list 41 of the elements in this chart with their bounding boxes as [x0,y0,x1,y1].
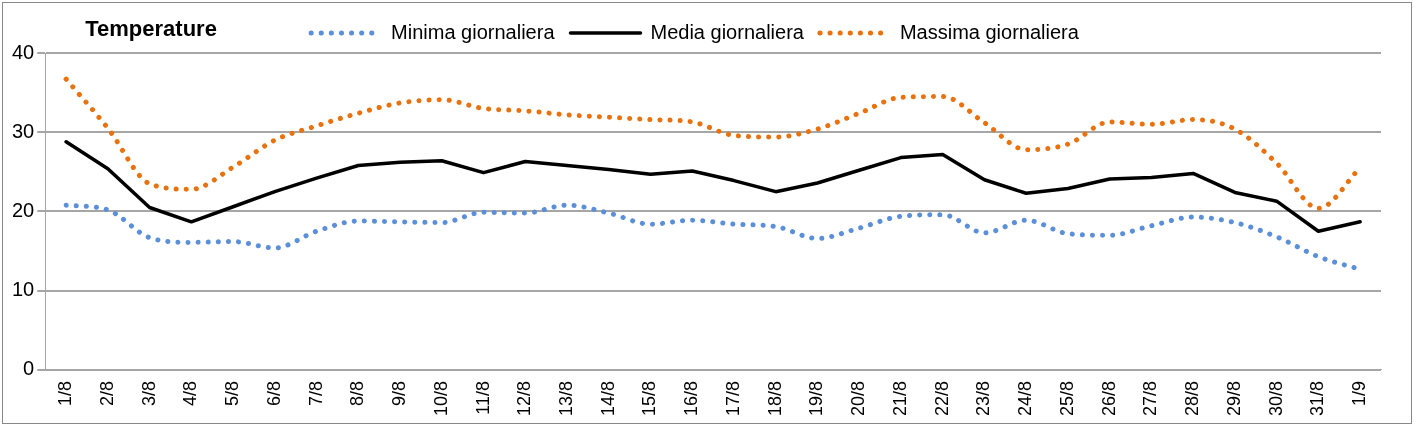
x-tick-label: 30/8 [1265,380,1286,417]
legend-label: Minima giornaliera [391,20,556,43]
x-tick-label: 25/8 [1056,380,1077,417]
x-tick-label: 27/8 [1140,380,1161,417]
x-tick-label: 6/8 [263,380,284,406]
x-tick-label: 16/8 [681,380,702,417]
x-tick-label: 22/8 [931,380,952,417]
x-tick-label: 5/8 [222,380,243,406]
x-tick-label: 13/8 [555,380,576,417]
x-tick-label: 23/8 [973,380,994,417]
x-tick-label: 31/8 [1307,380,1328,417]
x-tick-label: 7/8 [305,380,326,406]
y-tick-label: 10 [12,278,35,301]
legend-label: Massima giornaliera [899,20,1080,43]
legend-label: Media giornaliera [650,20,805,43]
x-tick-label: 24/8 [1015,380,1036,417]
x-tick-label: 4/8 [180,380,201,406]
chart-title: Temperature [85,16,217,42]
x-tick-label: 9/8 [389,380,410,406]
x-tick-label: 19/8 [806,380,827,417]
x-tick-label: 14/8 [597,380,618,417]
x-tick-label: 18/8 [764,380,785,417]
x-tick-label: 1/9 [1349,380,1370,406]
x-tick-label: 17/8 [722,380,743,417]
y-tick-label: 20 [12,199,35,221]
x-tick-label: 12/8 [514,380,535,417]
x-tick-label: 26/8 [1098,380,1119,417]
x-tick-label: 28/8 [1182,380,1203,417]
x-tick-label: 10/8 [430,380,451,417]
x-tick-label: 15/8 [639,380,660,417]
x-tick-label: 29/8 [1223,380,1244,417]
y-tick-label: 40 [12,40,35,63]
x-tick-label: 3/8 [138,380,159,406]
x-tick-label: 2/8 [96,380,117,406]
x-tick-label: 21/8 [889,380,910,417]
x-tick-label: 1/8 [55,380,76,406]
x-tick-label: 8/8 [347,380,368,406]
x-tick-label: 20/8 [848,380,869,417]
y-tick-label: 0 [23,357,35,380]
y-tick-label: 30 [12,119,35,142]
x-tick-label: 11/8 [472,380,493,415]
